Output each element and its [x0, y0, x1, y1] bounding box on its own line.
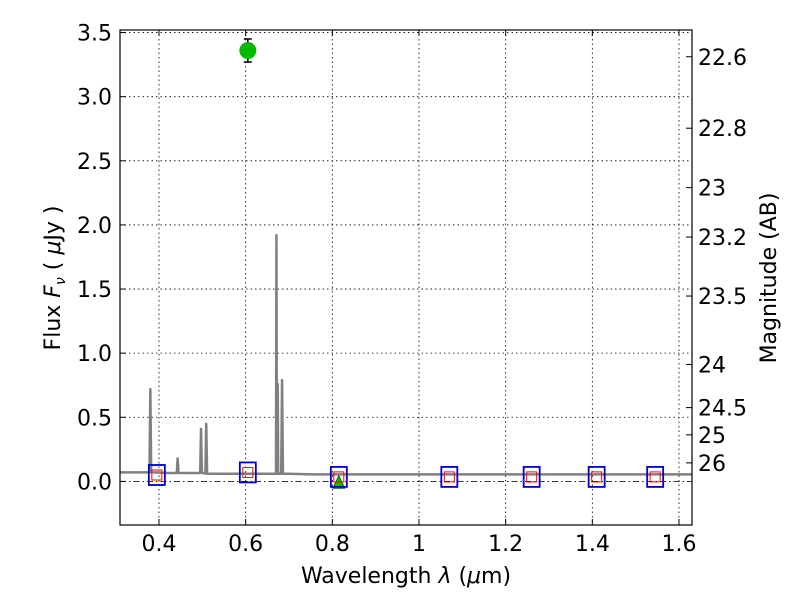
y-tick-label: 2.5 — [77, 150, 112, 175]
model-photometry-box — [522, 466, 541, 488]
y-axis-label: Flux Fν ( μJy ) — [41, 206, 69, 351]
grid — [120, 30, 692, 525]
plot-frame — [119, 29, 693, 526]
mag-tick-label: 26 — [698, 452, 726, 477]
y-tick-label: 2.0 — [77, 214, 112, 239]
mag-tick-label: 23 — [698, 177, 726, 202]
x-tick-label: 0.4 — [142, 532, 177, 557]
x-tick-label: 1.2 — [488, 532, 523, 557]
mag-tick-label: 23.5 — [698, 285, 747, 310]
model-photometry-point — [443, 471, 455, 483]
mag-tick-label: 22.8 — [698, 117, 747, 142]
x-axis-label: Wavelength λ (μm) — [301, 564, 511, 589]
mag-tick-label: 24.5 — [698, 397, 747, 422]
model-photometry-point — [151, 469, 163, 481]
model-photometry-box — [147, 464, 166, 486]
model-photometry-point — [242, 466, 254, 478]
x-tick-label: 1 — [412, 532, 426, 557]
model-photometry-box — [587, 466, 606, 488]
model-photometry-point — [591, 471, 603, 483]
x-tick-label: 1.6 — [662, 532, 697, 557]
model-photometry-point — [526, 471, 538, 483]
x-tick-label: 0.8 — [315, 532, 350, 557]
mag-tick-label: 24 — [698, 353, 726, 378]
model-spectrum — [120, 233, 692, 476]
model-photometry-box — [646, 466, 665, 488]
x-tick-label: 0.6 — [228, 532, 263, 557]
model-photometry-point — [649, 471, 661, 483]
x-tick-label: 1.4 — [575, 532, 610, 557]
mag-tick-label: 23.2 — [698, 226, 747, 251]
y-tick-label: 3.5 — [77, 22, 112, 47]
axis-ticks: 0.4 0.6 0.8 1 1.2 1.4 1.6 0.0 0.5 1.0 1.5 2.0 2.5 3.0… — [77, 22, 747, 557]
model-photometry-box — [329, 466, 348, 488]
model-photometry-point — [333, 471, 345, 483]
mag-tick-label: 25 — [698, 424, 726, 449]
photometry-markers — [147, 38, 665, 489]
y-tick-label: 3.0 — [77, 86, 112, 111]
observed-detection-point — [239, 42, 257, 60]
y-tick-label: 1.5 — [77, 278, 112, 303]
model-photometry-box — [440, 466, 459, 488]
model-photometry-box — [238, 461, 257, 484]
model-spectrum-line — [120, 233, 692, 476]
y-tick-label: 1.0 — [77, 342, 112, 367]
magnitude-axis-label: Magnitude (AB) — [757, 193, 782, 364]
mag-tick-label: 22.6 — [698, 46, 747, 71]
y-tick-label: 0.5 — [77, 406, 112, 431]
y-tick-label: 0.0 — [77, 470, 112, 495]
